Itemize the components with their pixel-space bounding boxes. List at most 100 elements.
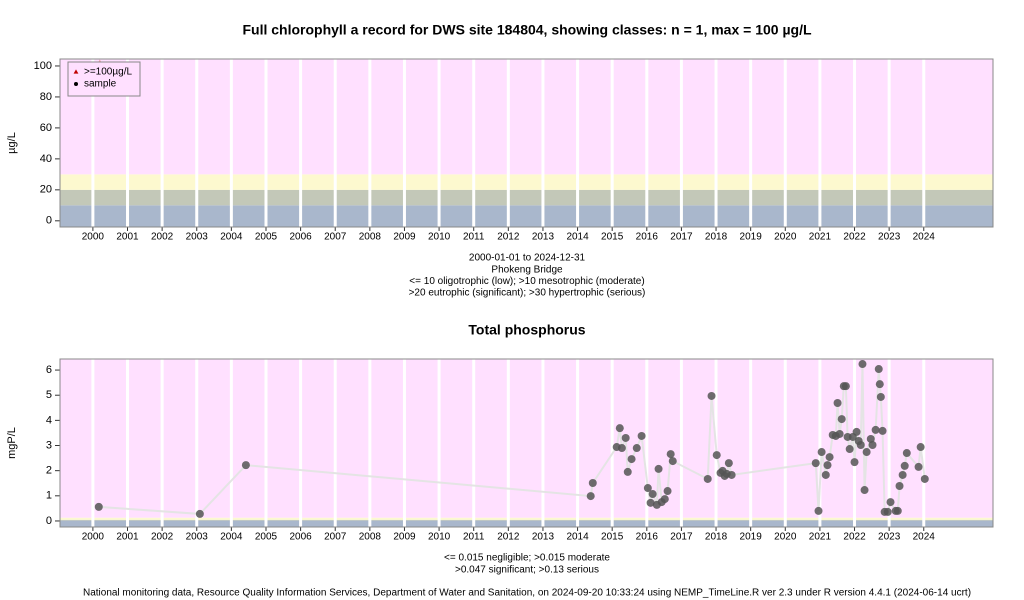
- point: [858, 360, 867, 369]
- point: [617, 444, 626, 453]
- point: [660, 495, 669, 504]
- class-band: [60, 174, 993, 190]
- class-band: [60, 520, 993, 527]
- x-tick-label: 2014: [566, 232, 589, 243]
- x-tick-label: 2021: [809, 232, 832, 243]
- x-tick-label: 2001: [116, 232, 139, 243]
- x-tick-label: 2006: [289, 232, 312, 243]
- point: [850, 458, 859, 467]
- legend-label: >=100µg/L: [84, 67, 132, 78]
- x-tick-label: 2013: [532, 232, 555, 243]
- point: [73, 69, 79, 74]
- point: [835, 429, 844, 438]
- x-tick-label: 2011: [463, 532, 485, 543]
- y-tick-label: 3: [46, 439, 52, 451]
- y-tick-label: 100: [34, 60, 52, 72]
- x-tick-label: 2008: [359, 232, 382, 243]
- point: [703, 474, 712, 483]
- point: [821, 470, 830, 479]
- point: [893, 506, 902, 515]
- point: [632, 444, 641, 453]
- x-tick-label: 2021: [809, 532, 832, 543]
- x-tick-label: 2003: [186, 532, 209, 543]
- point: [845, 445, 854, 454]
- data-line: [98, 364, 926, 515]
- point: [856, 441, 865, 450]
- note: >20 eutrophic (significant); >30 hypertr…: [409, 288, 646, 299]
- note: <= 10 oligotrophic (low); >10 mesotrophi…: [409, 276, 644, 287]
- point: [837, 415, 846, 424]
- class-band: [60, 205, 993, 227]
- x-tick-label: 2012: [497, 232, 520, 243]
- point: [195, 509, 204, 518]
- point: [668, 457, 677, 466]
- point: [615, 424, 624, 433]
- x-tick-label: 2010: [428, 232, 451, 243]
- point: [94, 502, 103, 511]
- x-tick-label: 2001: [116, 532, 139, 543]
- x-tick-label: 2011: [463, 232, 485, 243]
- point: [727, 470, 736, 479]
- x-tick-label: 2016: [636, 232, 659, 243]
- point: [900, 461, 909, 470]
- point: [874, 365, 883, 374]
- x-tick-label: 2002: [151, 232, 174, 243]
- point: [637, 431, 646, 440]
- x-tick-label: 2002: [151, 532, 174, 543]
- point: [648, 490, 657, 499]
- point: [902, 449, 911, 458]
- x-tick-label: 2020: [774, 532, 797, 543]
- x-tick-label: 2010: [428, 532, 451, 543]
- x-tick-label: 2024: [913, 532, 936, 543]
- point: [586, 492, 595, 501]
- point: [627, 455, 636, 464]
- x-tick-label: 2015: [601, 232, 624, 243]
- y-tick-label: 60: [40, 122, 52, 134]
- point: [868, 441, 877, 450]
- point: [886, 498, 895, 507]
- point: [817, 448, 826, 457]
- point: [623, 467, 632, 476]
- x-tick-label: 2003: [186, 232, 209, 243]
- point: [878, 426, 887, 435]
- point: [833, 399, 842, 408]
- class-band: [60, 59, 993, 175]
- point: [646, 498, 655, 507]
- point: [74, 82, 78, 86]
- y-tick-label: 2: [46, 465, 52, 477]
- x-tick-label: 2023: [878, 232, 901, 243]
- x-tick-label: 2004: [220, 532, 243, 543]
- point: [895, 482, 904, 491]
- point: [643, 484, 652, 493]
- x-tick-label: 2018: [705, 232, 728, 243]
- point: [871, 425, 880, 434]
- x-tick-label: 2000: [82, 232, 105, 243]
- point: [841, 382, 850, 391]
- y-tick-label: 20: [40, 184, 52, 196]
- x-tick-label: 2019: [740, 232, 763, 243]
- note: 2000-01-01 to 2024-12-31: [469, 253, 586, 264]
- point: [724, 459, 733, 468]
- x-tick-label: 2013: [532, 532, 555, 543]
- class-band: [60, 189, 993, 206]
- legend-box: [67, 61, 141, 97]
- point: [712, 451, 721, 460]
- point: [588, 478, 597, 487]
- y-tick-label: 5: [46, 389, 52, 401]
- point: [916, 443, 925, 452]
- point: [866, 434, 875, 443]
- x-tick-label: 2016: [636, 532, 659, 543]
- y-tick-label: 0: [46, 515, 52, 527]
- point: [663, 487, 672, 496]
- x-tick-label: 2005: [255, 532, 278, 543]
- point: [814, 506, 823, 515]
- point: [862, 448, 871, 457]
- point: [898, 470, 907, 479]
- point: [823, 461, 832, 470]
- x-tick-label: 2000: [82, 532, 105, 543]
- x-tick-label: 2020: [774, 232, 797, 243]
- chart-title: Total phosphorus: [468, 322, 585, 338]
- class-band: [60, 519, 993, 521]
- note: Phokeng Bridge: [491, 264, 563, 275]
